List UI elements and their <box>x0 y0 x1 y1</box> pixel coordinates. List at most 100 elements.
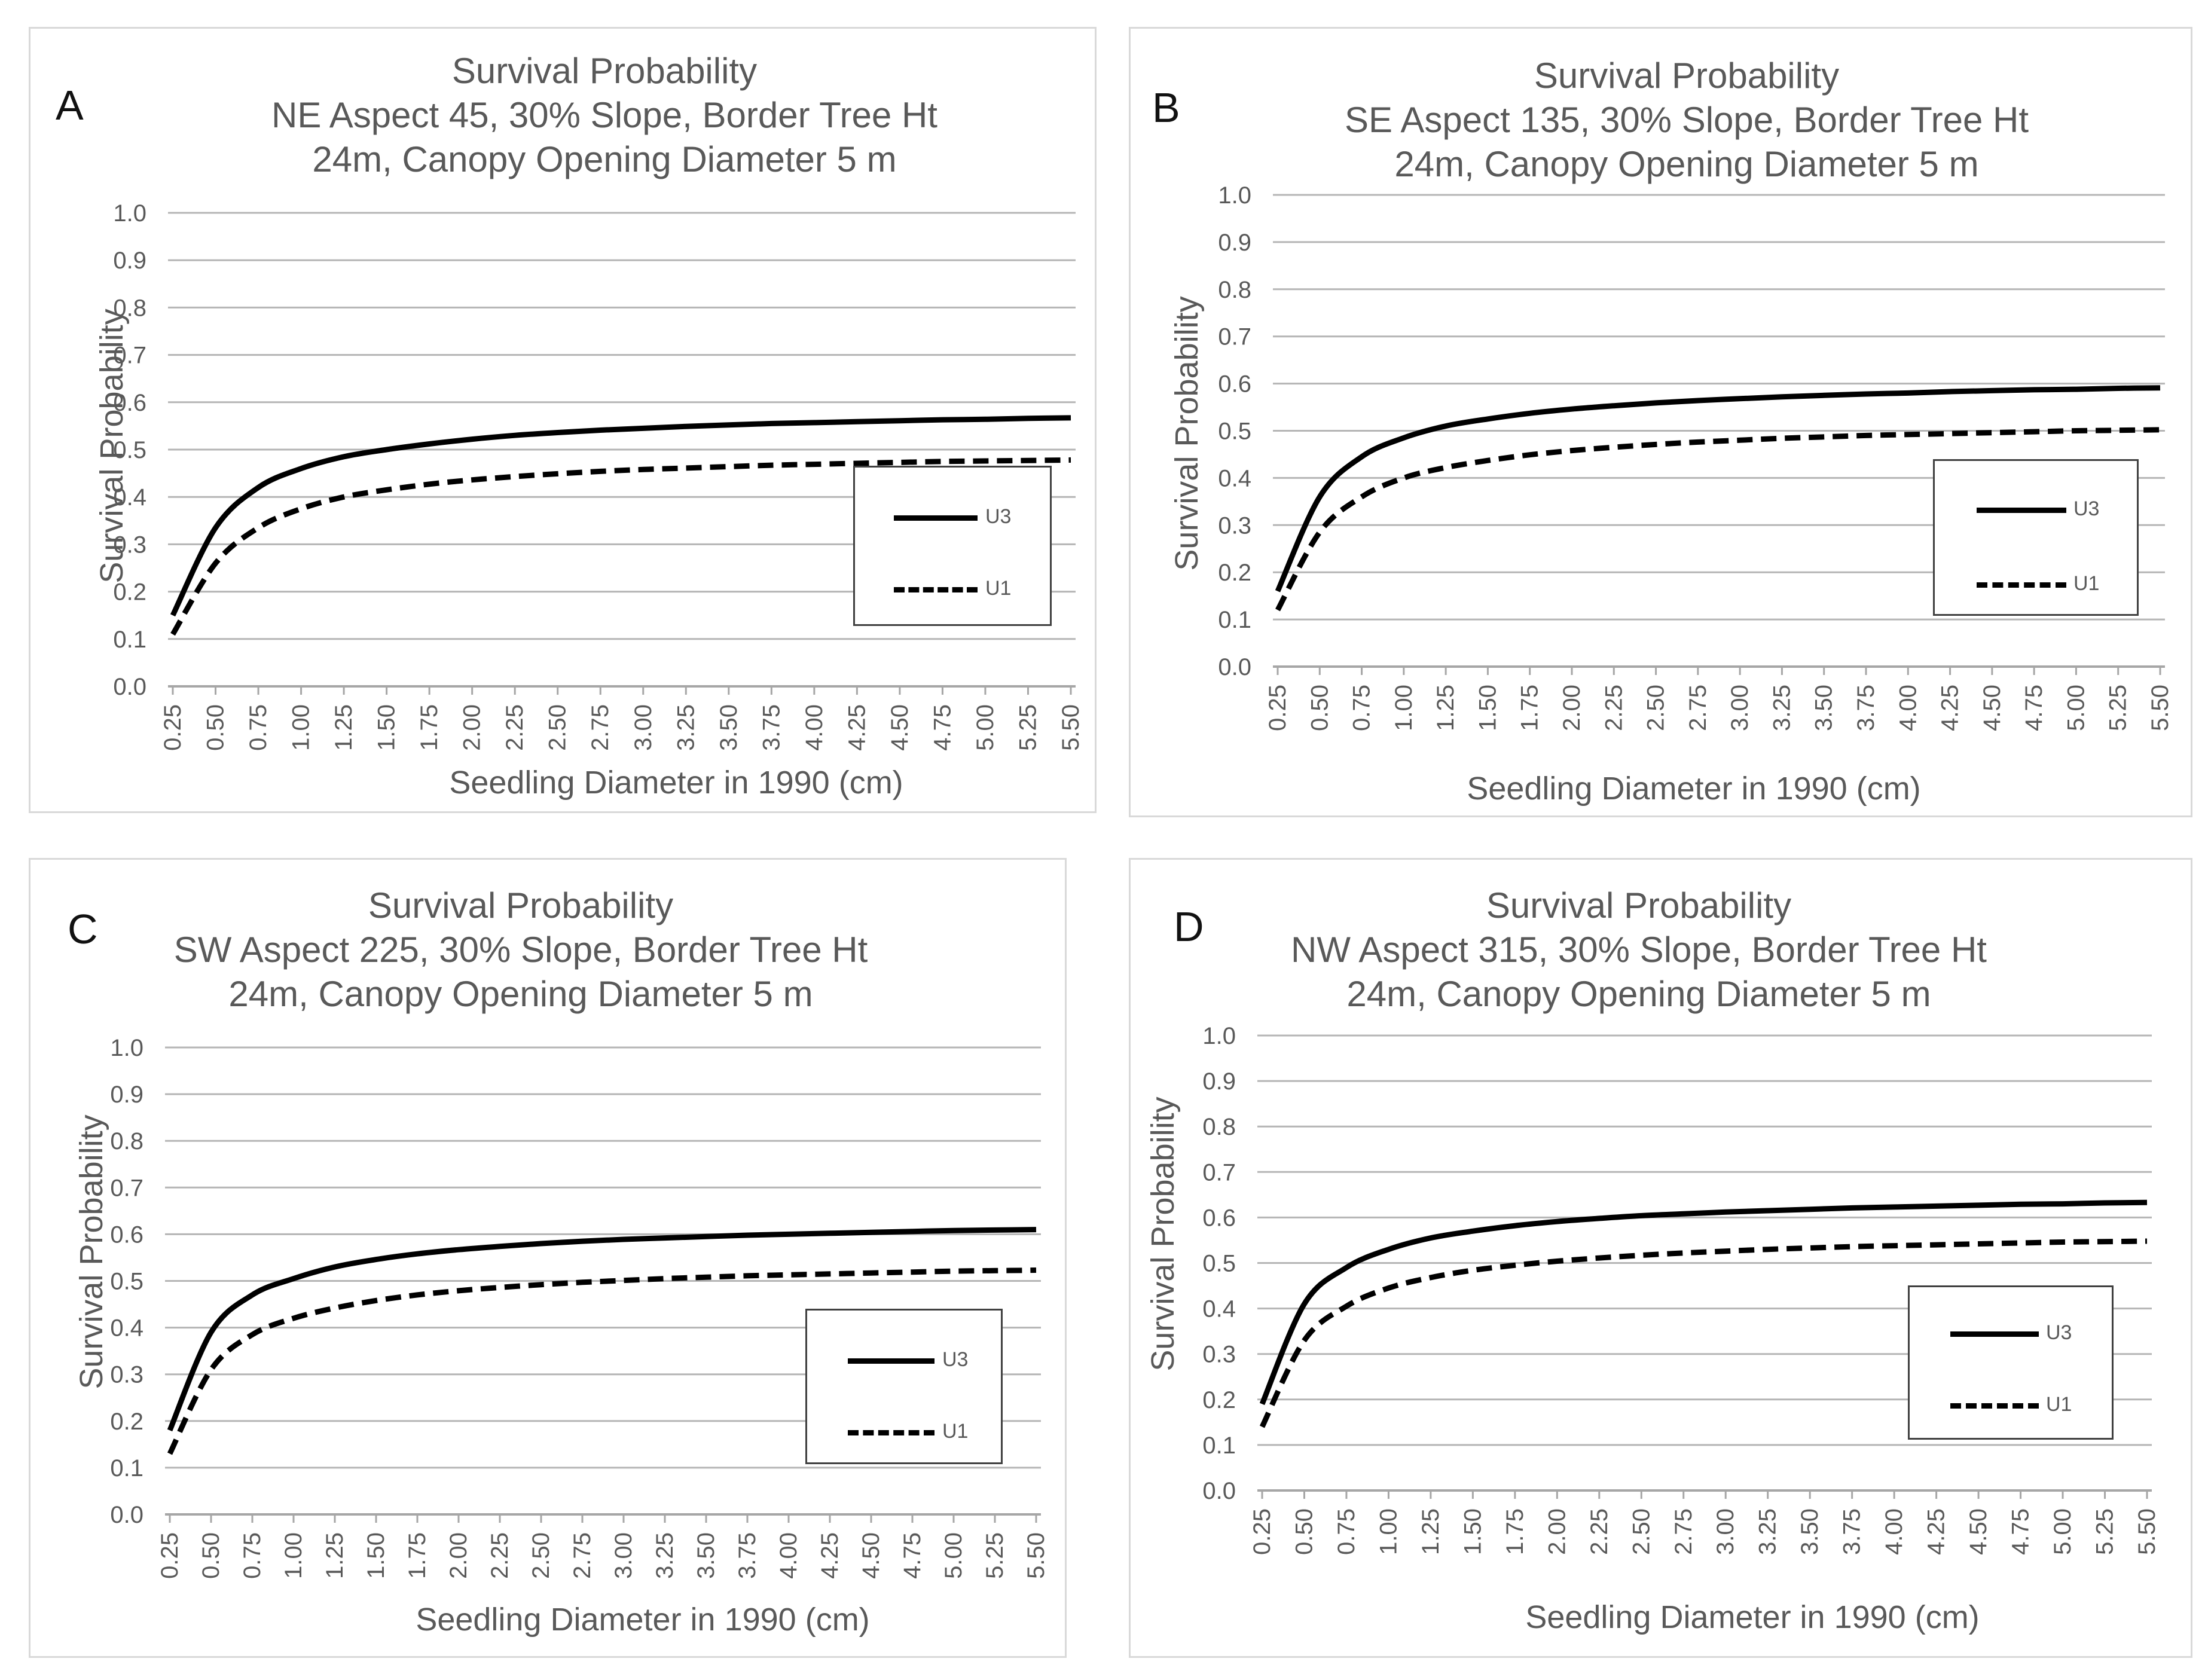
x-tick-label: 2.50 <box>1628 1508 1654 1555</box>
x-tick-label: 0.50 <box>1306 685 1333 731</box>
x-tick-label: 0.25 <box>1249 1508 1275 1555</box>
x-tick-label: 5.50 <box>2147 685 2173 731</box>
chart-legend: U3 U1 <box>1933 459 2139 616</box>
x-tick-label: 4.00 <box>1895 685 1921 731</box>
x-tick-label: 5.25 <box>2105 685 2131 731</box>
y-tick-label: 0.2 <box>1218 560 1251 586</box>
x-tick-label: 5.00 <box>972 704 998 751</box>
chart-panel-c: 0.0 0.1 0.2 0.3 0.4 0.5 0.6 0.7 0.8 0.9 1.0 0.25 0.5… <box>29 858 1067 1658</box>
legend-swatch-dashed <box>848 1430 934 1435</box>
legend-swatch-dashed <box>1977 582 2066 588</box>
x-tick-label: 0.50 <box>198 1532 224 1579</box>
x-tick-label: 0.50 <box>1291 1508 1317 1555</box>
chart-title-line: Survival Probability <box>1534 56 1840 96</box>
x-tick-label: 5.25 <box>2092 1508 2118 1555</box>
x-axis-title: Seedling Diameter in 1990 (cm) <box>1525 1599 1980 1635</box>
y-tick-label: 0.8 <box>113 295 146 321</box>
y-axis-title: Survival Probability <box>1169 296 1205 571</box>
chart-panel-b: 0.0 0.1 0.2 0.3 0.4 0.5 0.6 0.7 0.8 0.9 1.0 0.25 0.5… <box>1129 27 2192 817</box>
series-line-u1 <box>1275 427 2161 612</box>
x-tick-label: 5.50 <box>1023 1532 1049 1579</box>
y-tick-label: 0.8 <box>110 1128 143 1154</box>
x-tick-label: 3.00 <box>610 1532 637 1579</box>
x-tick-label: 2.00 <box>1544 1508 1570 1555</box>
x-tick-label: 4.50 <box>1979 685 2005 731</box>
y-tick-label: 0.4 <box>1218 465 1251 491</box>
y-axis-title: Survival Probability <box>74 1114 109 1389</box>
x-tick-label: 4.25 <box>1937 685 1963 731</box>
chart-title-line: SW Aspect 225, 30% Slope, Border Tree Ht <box>173 930 868 970</box>
y-tick-label: 0.5 <box>1218 419 1251 445</box>
y-tick-label: 0.7 <box>1218 324 1251 350</box>
x-tick-label: 0.75 <box>1333 1508 1360 1555</box>
x-tick-label: 3.50 <box>693 1532 719 1579</box>
x-tick-label: 3.75 <box>734 1532 761 1579</box>
x-tick-label: 0.75 <box>239 1532 265 1579</box>
x-tick-label: 5.00 <box>2063 685 2089 731</box>
x-tick-label: 2.75 <box>587 704 613 751</box>
x-axis-title: Seedling Diameter in 1990 (cm) <box>1467 771 1921 807</box>
x-tick-label: 3.75 <box>1853 685 1879 731</box>
legend-swatch-solid <box>894 515 978 521</box>
chart-title-line: SE Aspect 135, 30% Slope, Border Tree Ht <box>1345 100 2029 140</box>
x-tick-label: 1.00 <box>280 1532 307 1579</box>
y-tick-label: 0.8 <box>1218 277 1251 303</box>
legend-item-u3: U3 <box>807 1348 1001 1372</box>
x-tick-label: 3.50 <box>1811 685 1837 731</box>
x-tick-label: 3.00 <box>630 704 656 751</box>
x-tick-label: 1.25 <box>1433 685 1459 731</box>
y-tick-label: 0.2 <box>113 579 146 606</box>
x-tick-label: 1.50 <box>374 704 400 751</box>
x-tick-label: 1.75 <box>1502 1508 1528 1555</box>
x-tick-label: 2.00 <box>1559 685 1585 731</box>
x-tick-label: 4.75 <box>2021 685 2047 731</box>
x-tick-label: 2.25 <box>502 704 528 751</box>
y-tick-label: 1.0 <box>1202 1023 1236 1049</box>
x-tick-label: 2.25 <box>1586 1508 1613 1555</box>
x-tick-label: 5.00 <box>940 1532 967 1579</box>
y-tick-label: 0.1 <box>1202 1432 1236 1459</box>
x-tick-label: 1.00 <box>288 704 314 751</box>
x-tick-label: 4.00 <box>775 1532 802 1579</box>
x-tick-label: 3.75 <box>1839 1508 1865 1555</box>
y-tick-label: 0.9 <box>1218 230 1251 256</box>
x-tick-label: 0.25 <box>1265 685 1291 731</box>
y-tick-label: 0.4 <box>1202 1296 1236 1322</box>
y-tick-label: 0.3 <box>1218 512 1251 539</box>
legend-item-u3: U3 <box>1935 497 2137 521</box>
x-tick-label: 2.00 <box>459 704 485 751</box>
x-tick-label: 5.50 <box>1058 704 1084 751</box>
chart-title-line: NE Aspect 45, 30% Slope, Border Tree Ht <box>271 95 937 135</box>
x-tick-label: 3.25 <box>673 704 699 751</box>
x-tick-label: 1.00 <box>1391 685 1417 731</box>
chart-panel-a: 0.0 0.1 0.2 0.3 0.4 0.5 0.6 0.7 0.8 0.9 1.0 0.25 0.5… <box>29 27 1097 813</box>
x-tick-label: 5.00 <box>2050 1508 2076 1555</box>
x-tick-label: 2.00 <box>445 1532 472 1579</box>
y-axis-title: Survival Probability <box>1145 1096 1181 1372</box>
x-tick-label: 4.25 <box>844 704 870 751</box>
y-axis-title: Survival Probability <box>94 308 130 584</box>
y-tick-label: 0.0 <box>113 674 146 700</box>
y-tick-label: 0.4 <box>110 1315 143 1342</box>
legend-swatch-solid <box>848 1358 934 1364</box>
y-tick-label: 1.0 <box>1218 182 1251 209</box>
chart-title-line: NW Aspect 315, 30% Slope, Border Tree Ht <box>1291 930 1987 970</box>
x-tick-label: 4.50 <box>1965 1508 1992 1555</box>
legend-label: U1 <box>2073 572 2100 595</box>
chart-legend: U3 U1 <box>1908 1285 2114 1440</box>
x-tick-label: 4.50 <box>858 1532 884 1579</box>
x-tick-label: 5.50 <box>2134 1508 2160 1555</box>
y-tick-label: 0.1 <box>1218 607 1251 633</box>
series-line-u1 <box>170 457 1071 636</box>
x-tick-label: 3.25 <box>1769 685 1795 731</box>
legend-item-u1: U1 <box>807 1419 1001 1443</box>
x-tick-label: 3.50 <box>716 704 742 751</box>
chart-title-line: 24m, Canopy Opening Diameter 5 m <box>1346 974 1931 1014</box>
x-tick-label: 0.75 <box>245 704 271 751</box>
y-tick-label: 0.0 <box>110 1502 143 1528</box>
x-tick-label: 0.25 <box>157 1532 183 1579</box>
legend-item-u1: U1 <box>1935 572 2137 595</box>
x-tick-label: 1.25 <box>322 1532 348 1579</box>
x-tick-label: 4.50 <box>887 704 913 751</box>
y-tick-label: 0.7 <box>113 343 146 369</box>
